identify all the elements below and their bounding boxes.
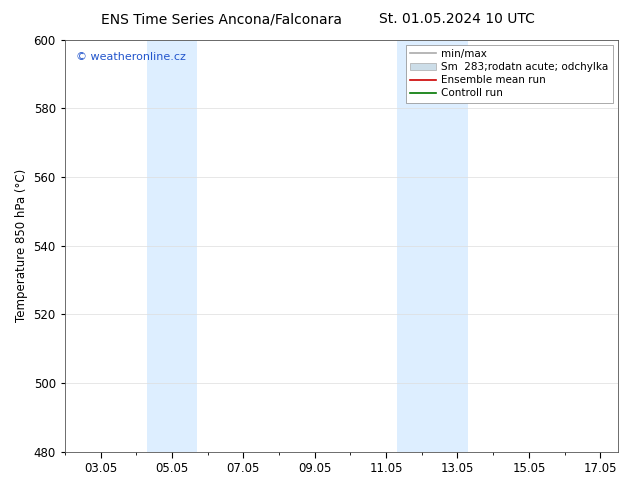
Y-axis label: Temperature 850 hPa (°C): Temperature 850 hPa (°C) (15, 169, 28, 322)
Legend: min/max, Sm  283;rodatn acute; odchylka, Ensemble mean run, Controll run: min/max, Sm 283;rodatn acute; odchylka, … (406, 45, 613, 102)
Text: © weatheronline.cz: © weatheronline.cz (76, 52, 186, 62)
Text: St. 01.05.2024 10 UTC: St. 01.05.2024 10 UTC (378, 12, 534, 26)
Text: ENS Time Series Ancona/Falconara: ENS Time Series Ancona/Falconara (101, 12, 342, 26)
Bar (397, 40, 468, 452)
Bar (147, 40, 197, 452)
